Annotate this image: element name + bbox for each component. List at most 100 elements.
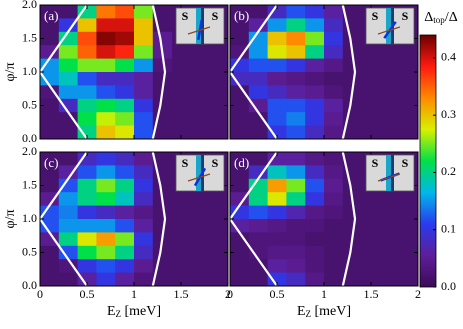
heatmap-cell — [324, 152, 344, 166]
y-tick-label: 0.0 — [22, 131, 37, 145]
heatmap-cell — [230, 45, 250, 60]
x-axis-label: EZ [meV] — [297, 304, 351, 319]
heatmap-cell — [230, 232, 250, 247]
heatmap-cell — [248, 152, 269, 166]
x-axis-label-part: E — [297, 304, 306, 319]
colorbar-tick-label: 0.0 — [441, 279, 456, 293]
heatmap-cell — [134, 205, 154, 220]
colorbar-tick-label: 0.1 — [441, 221, 456, 235]
heatmap-cell — [305, 85, 325, 100]
heatmap-cell — [248, 5, 269, 19]
heatmap-cell — [77, 85, 97, 100]
heatmap-cell — [96, 165, 116, 180]
y-tick-label: 0.5 — [22, 244, 37, 258]
heatmap-cell — [134, 58, 154, 73]
y-axis-label: φ/π — [3, 209, 18, 228]
heatmap-cell — [96, 58, 116, 73]
heatmap-cell — [342, 245, 363, 260]
heatmap-cell — [305, 98, 325, 113]
heatmap-cell — [248, 45, 269, 60]
heatmap-cell — [96, 178, 116, 193]
inset-arrow — [377, 173, 401, 182]
x-tick-label: 1.5 — [364, 287, 379, 301]
heatmap-cell — [324, 232, 344, 247]
heatmap-cell — [58, 165, 79, 180]
heatmap-cell — [40, 5, 60, 19]
heatmap-cell — [77, 125, 97, 139]
heatmap-cell — [267, 272, 287, 286]
heatmap-cell — [286, 98, 306, 113]
heatmap — [230, 5, 363, 139]
heatmap-cell — [248, 205, 269, 220]
heatmap-cell — [342, 205, 363, 220]
y-tick-label: 1.5 — [22, 177, 37, 191]
heatmap-cell — [40, 98, 60, 113]
heatmap-cell — [58, 272, 79, 286]
inset-arrow — [187, 26, 211, 35]
heatmap-cell — [58, 98, 79, 113]
y-tick-label: 1.0 — [22, 211, 37, 225]
heatmap — [40, 5, 173, 139]
heatmap-cell — [58, 58, 79, 73]
heatmap-cell — [77, 31, 97, 46]
heatmap-cell — [152, 72, 173, 86]
heatmap-cell — [267, 125, 287, 139]
x-axis-label-part: Z — [306, 309, 312, 319]
heatmap-cell — [342, 178, 363, 193]
heatmap-cell — [230, 245, 250, 260]
heatmap-cell — [248, 18, 269, 33]
colorbar-tick-label: 0.4 — [441, 50, 456, 64]
y-tick-label: 1.0 — [22, 64, 37, 78]
heatmap-cell — [96, 245, 116, 260]
heatmap-cell — [40, 85, 60, 100]
heatmap-cell — [286, 232, 306, 247]
colorbar-title-part: Δ — [424, 10, 433, 25]
inset-stripe — [386, 155, 391, 191]
heatmap-cell — [324, 31, 344, 46]
heatmap-cell — [324, 72, 344, 86]
heatmap-cell — [248, 178, 269, 193]
heatmap-cell — [324, 192, 344, 207]
heatmap-cell — [324, 205, 344, 220]
inset-stripe — [196, 8, 201, 44]
colorbar-tick-label: 0.2 — [441, 164, 456, 178]
heatmap-cell — [342, 219, 363, 233]
heatmap-cell — [248, 31, 269, 46]
heatmap-cell — [230, 259, 250, 274]
heatmap-cell — [286, 31, 306, 46]
heatmap-cell — [305, 112, 325, 127]
y-tick-label: 1.5 — [22, 30, 37, 44]
heatmap-cell — [324, 5, 344, 19]
heatmap-cell — [152, 98, 173, 113]
inset-label: S — [182, 9, 189, 23]
heatmap-cell — [115, 192, 135, 207]
heatmap-cell — [230, 98, 250, 113]
heatmap-cell — [248, 165, 269, 180]
x-axis-label-part: [meV] — [311, 304, 351, 319]
heatmap-cell — [230, 165, 250, 180]
heatmap-cell — [267, 31, 287, 46]
heatmap-cell — [230, 72, 250, 86]
x-tick-label: 0.5 — [80, 287, 95, 301]
heatmap-cell — [115, 205, 135, 220]
heatmap-cell — [324, 178, 344, 193]
heatmap-cell — [342, 152, 363, 166]
inset-label: S — [372, 156, 379, 170]
heatmap-cell — [152, 245, 173, 260]
heatmap-cell — [267, 112, 287, 127]
heatmap-cell — [286, 72, 306, 86]
heatmap-cell — [305, 259, 325, 274]
heatmap-cell — [134, 245, 154, 260]
heatmap-cell — [324, 259, 344, 274]
heatmap-cell — [230, 112, 250, 127]
heatmap-cell — [96, 232, 116, 247]
heatmap-cell — [77, 245, 97, 260]
heatmap-cell — [58, 219, 79, 233]
heatmap-cell — [96, 125, 116, 139]
heatmap-cell — [58, 85, 79, 100]
heatmap-cell — [58, 178, 79, 193]
heatmap-cell — [248, 272, 269, 286]
heatmap-cell — [134, 98, 154, 113]
heatmap-cell — [96, 205, 116, 220]
